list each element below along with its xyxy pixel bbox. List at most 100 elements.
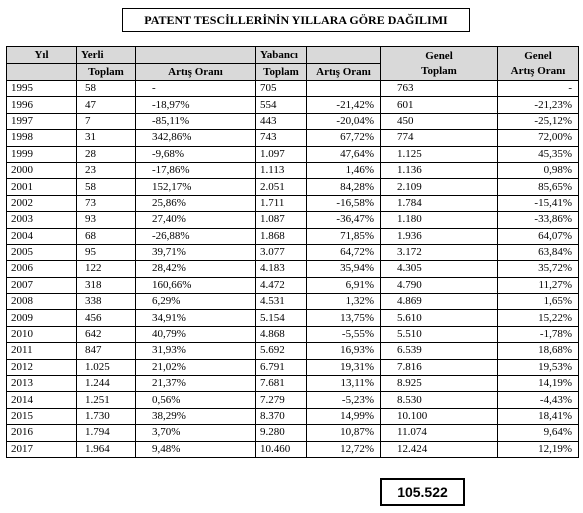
cell: 1.936 (381, 228, 498, 244)
cell: 2.051 (256, 179, 307, 195)
cell: 9.280 (256, 425, 307, 441)
cell: 456 (77, 310, 136, 326)
cell: 28,42% (136, 261, 256, 277)
cell: -20,04% (307, 113, 381, 129)
table-body: Yıl Yerli Yabancı GenelToplam GenelArtış… (7, 47, 579, 458)
cell: -15,41% (498, 195, 579, 211)
header-cell: Toplam (77, 64, 136, 81)
cell: 12.424 (381, 441, 498, 457)
data-row: 20131.24421,37%7.68113,11%8.92514,19% (7, 376, 579, 392)
cell: 847 (77, 343, 136, 359)
cell: 39,71% (136, 244, 256, 260)
data-row: 200945634,91%5.15413,75%5.61015,22% (7, 310, 579, 326)
cell: -5,23% (307, 392, 381, 408)
cell: 1.125 (381, 146, 498, 162)
cell: 6,29% (136, 294, 256, 310)
cell: 28 (77, 146, 136, 162)
cell: 2003 (7, 212, 77, 228)
header-cell: Artış Oranı (307, 64, 381, 81)
cell: 160,66% (136, 277, 256, 293)
cell: 13,75% (307, 310, 381, 326)
cell: 5.610 (381, 310, 498, 326)
cell: 1.251 (77, 392, 136, 408)
cell: 2008 (7, 294, 77, 310)
cell: 84,28% (307, 179, 381, 195)
cell: - (136, 81, 256, 97)
cell: 21,37% (136, 376, 256, 392)
cell: 2016 (7, 425, 77, 441)
cell: 64,07% (498, 228, 579, 244)
header-text: Genel (425, 50, 453, 62)
header-row: Yıl Yerli Yabancı GenelToplam GenelArtış… (7, 47, 579, 64)
header-cell: Yabancı (256, 47, 307, 64)
cell: 743 (256, 130, 307, 146)
cell: 2012 (7, 359, 77, 375)
cell: 152,17% (136, 179, 256, 195)
cell: 4.305 (381, 261, 498, 277)
cell: 1.025 (77, 359, 136, 375)
header-cell: Artış Oranı (136, 64, 256, 81)
cell: -5,55% (307, 326, 381, 342)
cell: -18,97% (136, 97, 256, 113)
cell: 73 (77, 195, 136, 211)
cell: - (498, 81, 579, 97)
cell: 68 (77, 228, 136, 244)
cell: 2011 (7, 343, 77, 359)
cell: 2007 (7, 277, 77, 293)
cell: 2017 (7, 441, 77, 457)
cell: 34,91% (136, 310, 256, 326)
data-row: 20151.73038,29%8.37014,99%10.10018,41% (7, 408, 579, 424)
data-row: 200612228,42%4.18335,94%4.30535,72% (7, 261, 579, 277)
cell: 47,64% (307, 146, 381, 162)
cell: 21,02% (136, 359, 256, 375)
grand-total: 105.522 (380, 478, 465, 506)
cell: -17,86% (136, 162, 256, 178)
header-cell: GenelArtış Oranı (498, 47, 579, 81)
cell: 8.370 (256, 408, 307, 424)
header-cell: Yerli (77, 47, 136, 64)
data-row: 199647-18,97%554-21,42%601-21,23% (7, 97, 579, 113)
cell: 1.087 (256, 212, 307, 228)
cell: 15,22% (498, 310, 579, 326)
cell: -25,12% (498, 113, 579, 129)
cell: -36,47% (307, 212, 381, 228)
cell: 2004 (7, 228, 77, 244)
cell: 5.692 (256, 343, 307, 359)
cell: -33,86% (498, 212, 579, 228)
cell: 14,19% (498, 376, 579, 392)
cell: 5.154 (256, 310, 307, 326)
cell: 1.964 (77, 441, 136, 457)
cell: 3.172 (381, 244, 498, 260)
cell: 1.180 (381, 212, 498, 228)
cell: 95 (77, 244, 136, 260)
cell: 2010 (7, 326, 77, 342)
cell: -21,23% (498, 97, 579, 113)
cell: 1.244 (77, 376, 136, 392)
cell: 93 (77, 212, 136, 228)
cell: 6.791 (256, 359, 307, 375)
cell: -26,88% (136, 228, 256, 244)
header-cell (136, 47, 256, 64)
cell: 58 (77, 81, 136, 97)
cell: 10,87% (307, 425, 381, 441)
cell: 318 (77, 277, 136, 293)
cell (307, 81, 381, 97)
cell: 7 (77, 113, 136, 129)
cell: 1995 (7, 81, 77, 97)
data-row: 200023-17,86%1.1131,46%1.1360,98% (7, 162, 579, 178)
cell: 0,98% (498, 162, 579, 178)
data-row: 199558-705763- (7, 81, 579, 97)
cell: 19,31% (307, 359, 381, 375)
cell: 45,35% (498, 146, 579, 162)
page: PATENT TESCİLLERİNİN YILLARA GÖRE DAĞILI… (0, 0, 583, 513)
cell: 85,65% (498, 179, 579, 195)
cell: 2000 (7, 162, 77, 178)
cell: 1.794 (77, 425, 136, 441)
cell: 342,86% (136, 130, 256, 146)
cell: 1.097 (256, 146, 307, 162)
data-row: 20083386,29%4.5311,32%4.8691,65% (7, 294, 579, 310)
cell: 58 (77, 179, 136, 195)
cell: 642 (77, 326, 136, 342)
data-row: 20171.9649,48%10.46012,72%12.42412,19% (7, 441, 579, 457)
data-row: 20059539,71%3.07764,72%3.17263,84% (7, 244, 579, 260)
